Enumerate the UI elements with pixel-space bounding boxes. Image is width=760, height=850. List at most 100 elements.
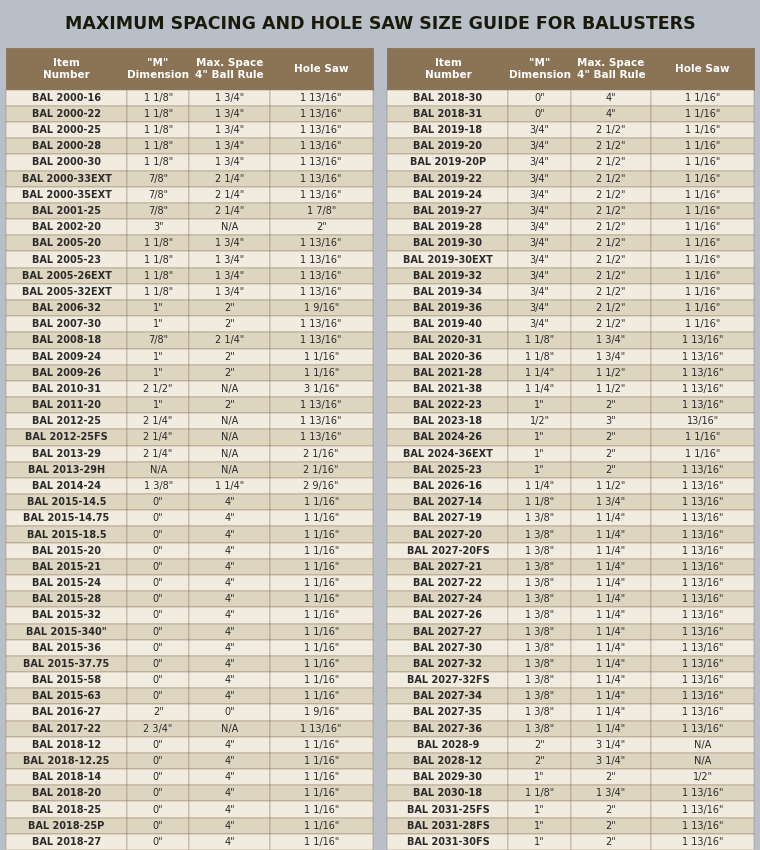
Text: 2": 2": [224, 303, 235, 313]
Text: 1 13/16": 1 13/16": [682, 837, 724, 847]
Text: 1 1/16": 1 1/16": [303, 610, 339, 620]
Bar: [270, 558, 372, 575]
Text: 0": 0": [153, 772, 163, 782]
Bar: [6, 316, 127, 332]
Bar: [6, 769, 127, 785]
Bar: [388, 721, 508, 737]
Text: BAL 2027-19: BAL 2027-19: [413, 513, 483, 524]
Bar: [571, 235, 651, 252]
Text: N/A: N/A: [221, 449, 238, 459]
Text: 1 13/16": 1 13/16": [300, 238, 342, 248]
Bar: [270, 397, 372, 413]
Bar: [127, 640, 189, 656]
Text: BAL 2022-23: BAL 2022-23: [413, 400, 483, 411]
Bar: [571, 785, 651, 802]
Bar: [571, 365, 651, 381]
Text: 0": 0": [153, 578, 163, 588]
Text: 1 1/16": 1 1/16": [303, 691, 339, 701]
Text: 1 3/8": 1 3/8": [525, 723, 554, 734]
Bar: [270, 413, 372, 429]
Text: 0": 0": [534, 109, 545, 119]
Bar: [189, 332, 270, 348]
Text: 3/4": 3/4": [530, 254, 549, 264]
Bar: [651, 252, 754, 268]
Text: BAL 2015-28: BAL 2015-28: [32, 594, 101, 604]
Bar: [571, 316, 651, 332]
Bar: [6, 139, 127, 155]
Text: 1 1/16": 1 1/16": [685, 222, 720, 232]
Bar: [388, 332, 508, 348]
Text: BAL 2030-18: BAL 2030-18: [413, 789, 483, 798]
Text: 1 1/4": 1 1/4": [597, 578, 625, 588]
Bar: [651, 268, 754, 284]
Bar: [388, 187, 508, 203]
Text: 4": 4": [224, 789, 235, 798]
Bar: [6, 672, 127, 688]
Bar: [270, 235, 372, 252]
Text: 3": 3": [606, 416, 616, 427]
Bar: [508, 365, 571, 381]
Bar: [270, 672, 372, 688]
Bar: [6, 753, 127, 769]
Bar: [571, 608, 651, 624]
Text: 3/4": 3/4": [530, 141, 549, 151]
Text: 1 13/16": 1 13/16": [682, 368, 724, 377]
Bar: [270, 284, 372, 300]
Bar: [388, 462, 508, 478]
Bar: [6, 737, 127, 753]
Bar: [270, 48, 372, 90]
Text: 2 1/2": 2 1/2": [597, 157, 625, 167]
Bar: [651, 139, 754, 155]
Text: Hole Saw: Hole Saw: [676, 64, 730, 74]
Text: BAL 2027-32FS: BAL 2027-32FS: [407, 675, 489, 685]
Text: BAL 2019-28: BAL 2019-28: [413, 222, 483, 232]
Text: 1 1/16": 1 1/16": [685, 125, 720, 135]
Text: 1 1/16": 1 1/16": [303, 805, 339, 814]
Bar: [388, 608, 508, 624]
Bar: [189, 494, 270, 510]
Bar: [127, 429, 189, 445]
Bar: [270, 252, 372, 268]
Bar: [388, 753, 508, 769]
Text: 3": 3": [153, 222, 163, 232]
Text: 2": 2": [224, 400, 235, 411]
Bar: [127, 48, 189, 90]
Bar: [388, 284, 508, 300]
Text: 1 1/16": 1 1/16": [685, 449, 720, 459]
Text: BAL 2016-27: BAL 2016-27: [32, 707, 101, 717]
Bar: [651, 478, 754, 494]
Bar: [6, 155, 127, 171]
Bar: [127, 705, 189, 721]
Bar: [189, 478, 270, 494]
Text: BAL 2031-25FS: BAL 2031-25FS: [407, 805, 489, 814]
Text: 0": 0": [224, 707, 235, 717]
Bar: [270, 785, 372, 802]
Bar: [571, 332, 651, 348]
Bar: [189, 106, 270, 122]
Bar: [189, 542, 270, 558]
Bar: [6, 558, 127, 575]
Text: 1 13/16": 1 13/16": [682, 400, 724, 411]
Text: 2": 2": [224, 320, 235, 329]
Bar: [270, 721, 372, 737]
Bar: [270, 478, 372, 494]
Text: 1 1/2": 1 1/2": [597, 368, 625, 377]
Text: 1 3/8": 1 3/8": [525, 594, 554, 604]
Bar: [6, 802, 127, 818]
Text: Item
Number: Item Number: [425, 58, 471, 80]
Text: BAL 2014-24: BAL 2014-24: [32, 481, 101, 491]
Bar: [508, 785, 571, 802]
Bar: [571, 575, 651, 592]
Bar: [571, 526, 651, 542]
Text: 1 1/16": 1 1/16": [303, 626, 339, 637]
Text: BAL 2027-22: BAL 2027-22: [413, 578, 483, 588]
Text: 4": 4": [224, 530, 235, 540]
Bar: [127, 737, 189, 753]
Text: 4": 4": [606, 109, 616, 119]
Bar: [508, 656, 571, 672]
Bar: [189, 656, 270, 672]
Text: 1 3/4": 1 3/4": [215, 287, 244, 297]
Bar: [127, 721, 189, 737]
Bar: [388, 640, 508, 656]
Bar: [508, 542, 571, 558]
